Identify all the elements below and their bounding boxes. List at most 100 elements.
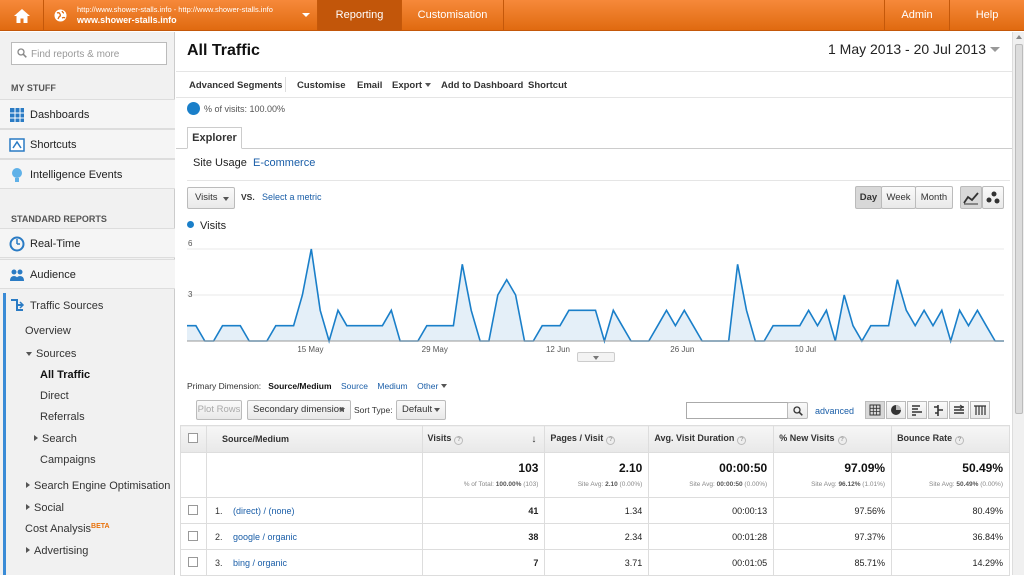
- tab-reporting[interactable]: Reporting: [318, 0, 402, 31]
- date-range-picker[interactable]: 1 May 2013 - 20 Jul 2013: [828, 38, 1004, 60]
- search-input[interactable]: Find reports & more: [11, 42, 167, 65]
- bubble-chart-icon: [986, 191, 1000, 204]
- source-link[interactable]: bing / organic: [232, 557, 287, 568]
- secondary-dimension-select[interactable]: Secondary dimension: [247, 400, 351, 420]
- sidebar-item-audience[interactable]: Audience: [0, 259, 175, 289]
- shortcuts-icon: [9, 138, 25, 152]
- sidebar-item-direct[interactable]: Direct: [40, 390, 69, 402]
- sidebar-item-overview[interactable]: Overview: [25, 325, 71, 337]
- vs-label: VS.: [241, 192, 255, 202]
- admin-link[interactable]: Admin: [884, 0, 950, 31]
- view-term-cloud-button[interactable]: [949, 401, 969, 419]
- add-to-dashboard-button[interactable]: Add to Dashboard: [441, 80, 524, 91]
- sidebar-item-traffic-sources[interactable]: Traffic Sources: [30, 300, 104, 312]
- table-search-button[interactable]: [787, 402, 808, 419]
- select-metric-link[interactable]: Select a metric: [262, 192, 322, 202]
- advanced-segments-button[interactable]: Advanced Segments: [189, 80, 283, 91]
- help-icon[interactable]: ?: [737, 436, 747, 445]
- chart-collapse-handle[interactable]: [577, 352, 615, 362]
- dim-medium[interactable]: Medium: [377, 381, 408, 391]
- customise-button[interactable]: Customise: [297, 80, 346, 91]
- home-button[interactable]: [0, 0, 44, 31]
- advanced-filter-link[interactable]: advanced: [815, 406, 855, 416]
- view-pie-button[interactable]: [886, 401, 906, 419]
- lightbulb-icon: [12, 168, 22, 182]
- motion-chart-button[interactable]: [982, 186, 1004, 209]
- select-all-checkbox[interactable]: [188, 433, 199, 443]
- help-icon[interactable]: ?: [837, 436, 847, 445]
- help-icon[interactable]: ?: [606, 436, 616, 445]
- table-search-input[interactable]: [686, 402, 788, 419]
- month-button[interactable]: Month: [915, 186, 953, 209]
- page-scrollbar[interactable]: [1012, 32, 1024, 575]
- help-icon[interactable]: ?: [955, 436, 965, 445]
- view-pivot-button[interactable]: [970, 401, 990, 419]
- visits-chart: [187, 248, 1004, 344]
- x-tick-label: 12 Jun: [545, 345, 570, 354]
- segment-indicator: % of visits: 100.00%: [187, 102, 285, 115]
- sidebar-item-dashboards[interactable]: Dashboards: [0, 99, 175, 129]
- sidebar-item-label: Intelligence Events: [30, 169, 123, 181]
- sidebar-item-search[interactable]: Search: [34, 433, 77, 445]
- scroll-up-icon[interactable]: [1016, 35, 1022, 39]
- sort-type-select[interactable]: Default: [396, 400, 446, 420]
- col-avg-duration[interactable]: Avg. Visit Duration?: [648, 425, 775, 453]
- col-bounce-rate[interactable]: Bounce Rate?: [891, 425, 1010, 453]
- export-button[interactable]: Export: [392, 80, 435, 91]
- total-br-sub: Site Avg: 50.49% (0.00%): [929, 481, 1003, 488]
- account-selector[interactable]: http://www.shower-stalls.info - http://w…: [44, 0, 318, 31]
- total-ppv-sub: Site Avg: 2.10 (0.00%): [577, 481, 643, 488]
- view-performance-button[interactable]: [907, 401, 927, 419]
- dim-source-medium[interactable]: Source/Medium: [268, 381, 332, 391]
- sidebar-item-referrals[interactable]: Referrals: [40, 411, 85, 423]
- col-new-visits[interactable]: % New Visits?: [773, 425, 893, 453]
- tab-explorer[interactable]: Explorer: [187, 127, 242, 149]
- week-button[interactable]: Week: [881, 186, 916, 209]
- scrollbar-thumb[interactable]: [1015, 44, 1023, 414]
- total-pages-visit: 2.10: [618, 461, 643, 475]
- sidebar-item-social[interactable]: Social: [26, 502, 64, 514]
- sidebar-item-intelligence-events[interactable]: Intelligence Events: [0, 159, 175, 189]
- col-source-medium[interactable]: Source/Medium: [205, 425, 423, 453]
- account-name: www.shower-stalls.info: [77, 15, 177, 25]
- col-visits[interactable]: Visits? ↓: [421, 425, 546, 453]
- y-tick-label: 6: [188, 239, 193, 248]
- row-checkbox[interactable]: [188, 530, 199, 541]
- sort-arrow-icon: ↓: [531, 434, 537, 445]
- view-comparison-button[interactable]: [928, 401, 948, 419]
- series-marker: [187, 221, 194, 228]
- sidebar-item-seo[interactable]: Search Engine Optimisation: [26, 480, 170, 492]
- metric-selector[interactable]: Visits: [187, 187, 235, 209]
- sidebar-item-shortcuts[interactable]: Shortcuts: [0, 129, 175, 159]
- source-link[interactable]: google / organic: [232, 531, 297, 542]
- sidebar-item-campaigns[interactable]: Campaigns: [40, 454, 96, 466]
- collapsed-icon: [26, 504, 30, 510]
- sidebar-item-all-traffic[interactable]: All Traffic: [40, 369, 91, 381]
- line-chart-button[interactable]: [960, 186, 982, 209]
- subtab-ecommerce[interactable]: E-commerce: [253, 157, 316, 169]
- sidebar-item-sources[interactable]: Sources: [26, 348, 76, 360]
- dim-other[interactable]: Other: [417, 381, 451, 391]
- view-table-button[interactable]: [865, 401, 885, 419]
- row-checkbox[interactable]: [188, 556, 199, 567]
- sidebar-item-real-time[interactable]: Real-Time: [0, 228, 175, 258]
- shortcut-button[interactable]: Shortcut: [528, 80, 568, 91]
- dim-source[interactable]: Source: [341, 381, 368, 391]
- tab-customisation[interactable]: Customisation: [402, 0, 504, 31]
- row-checkbox[interactable]: [188, 504, 199, 515]
- help-icon[interactable]: ?: [454, 436, 464, 445]
- total-visits-sub: % of Total: 100.00% (103): [463, 481, 539, 488]
- chart-area: [187, 180, 1010, 360]
- day-button[interactable]: Day: [855, 186, 882, 209]
- sidebar-item-cost-analysis[interactable]: Cost AnalysisBETA: [25, 523, 110, 535]
- plot-rows-button[interactable]: Plot Rows: [196, 400, 242, 420]
- standard-reports-heading: STANDARD REPORTS: [11, 214, 107, 224]
- sidebar-item-advertising[interactable]: Advertising: [26, 545, 88, 557]
- email-button[interactable]: Email: [357, 80, 383, 91]
- col-pages-visit[interactable]: Pages / Visit?: [544, 425, 650, 453]
- subtab-site-usage[interactable]: Site Usage: [193, 157, 247, 169]
- grid-icon: [869, 404, 881, 416]
- dashboards-icon: [10, 108, 24, 122]
- source-link[interactable]: (direct) / (none): [232, 505, 295, 516]
- help-link[interactable]: Help: [975, 9, 999, 21]
